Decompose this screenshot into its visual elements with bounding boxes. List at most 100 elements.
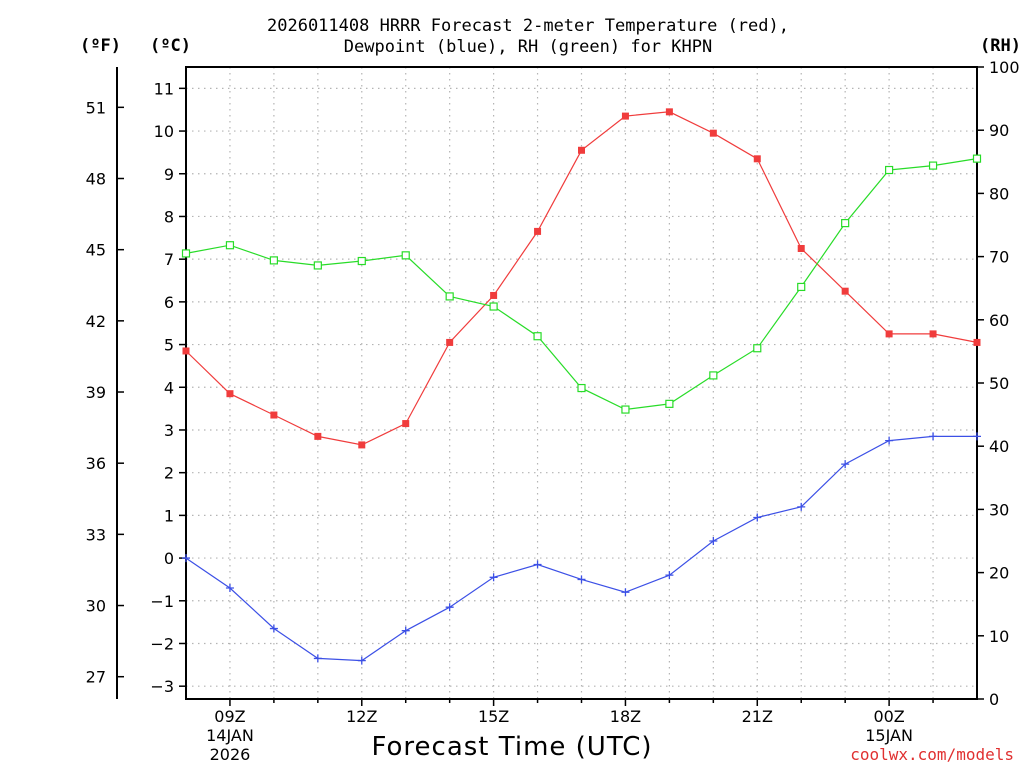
celsius-tick-label: 5 — [164, 336, 174, 355]
rh-point — [313, 261, 322, 270]
rh-point — [709, 371, 718, 380]
dewpoint-point — [489, 573, 498, 582]
temperature-point — [841, 287, 849, 295]
rh-point — [972, 154, 982, 163]
rh-point — [181, 249, 191, 258]
fahrenheit-tick-label: 45 — [86, 241, 106, 260]
celsius-unit-label: (ºC) — [150, 36, 191, 56]
fahrenheit-tick-label: 27 — [86, 668, 106, 687]
dewpoint-point — [841, 460, 850, 469]
dewpoint-point — [182, 554, 190, 563]
credit-link[interactable]: coolwx.com/models — [850, 745, 1014, 764]
time-tick-date: 14JAN — [206, 726, 254, 745]
dewpoint-point — [885, 436, 894, 445]
temperature-point — [621, 112, 629, 120]
rh-tick-label: 80 — [989, 184, 1009, 203]
time-tick-label: 15Z — [478, 707, 509, 726]
time-tick-label: 21Z — [742, 707, 773, 726]
dewpoint-series — [182, 432, 981, 665]
rh-tick-label: 20 — [989, 564, 1009, 583]
rh-unit-label: (RH) — [980, 36, 1021, 56]
dewpoint-point — [929, 432, 938, 441]
temperature-point — [578, 146, 585, 154]
temperature-point — [226, 390, 234, 398]
temperature-point — [973, 338, 981, 346]
rh-point — [841, 219, 850, 228]
celsius-tick-label: −1 — [150, 592, 174, 611]
dewpoint-point — [313, 654, 322, 663]
celsius-tick-label: 9 — [164, 165, 174, 184]
temperature-point — [665, 108, 673, 116]
fahrenheit-axis: 27 30 33 36 39 42 45 48 51 — [86, 98, 124, 687]
celsius-axis: −3 −2 −1 0 1 2 3 4 5 6 7 8 9 10 11 — [150, 79, 186, 696]
time-tick-label: 12Z — [346, 707, 377, 726]
temperature-point — [929, 330, 937, 338]
fahrenheit-tick-label: 42 — [86, 312, 106, 331]
dewpoint-point — [621, 588, 630, 597]
chart-title-line-1: 2026011408 HRRR Forecast 2-meter Tempera… — [267, 16, 789, 36]
rh-tick-label: 100 — [989, 58, 1020, 77]
celsius-tick-label: 0 — [164, 549, 174, 568]
rh-point — [445, 292, 454, 301]
chart-title-line-2: Dewpoint (blue), RH (green) for KHPN — [343, 37, 713, 57]
celsius-tick-label: 10 — [154, 122, 174, 141]
rh-tick-label: 10 — [989, 627, 1009, 646]
celsius-tick-label: 6 — [164, 293, 174, 312]
dewpoint-point — [577, 575, 586, 584]
dewpoint-point — [445, 603, 454, 612]
dewpoint-point — [797, 502, 806, 511]
dewpoint-point — [709, 537, 718, 545]
rh-point — [269, 256, 278, 265]
temperature-point — [182, 347, 190, 355]
fahrenheit-unit-label: (ºF) — [80, 36, 121, 56]
rh-point — [885, 165, 894, 175]
rh-tick-label: 90 — [989, 121, 1009, 140]
temperature-point — [490, 291, 498, 299]
rh-point — [753, 344, 762, 353]
rh-point — [621, 405, 630, 414]
celsius-tick-label: 1 — [164, 506, 174, 525]
celsius-tick-label: −2 — [150, 634, 174, 653]
fahrenheit-tick-label: 39 — [86, 383, 106, 402]
celsius-tick-label: 8 — [164, 207, 174, 226]
rh-point — [928, 161, 938, 170]
time-tick-label: 00Z — [873, 707, 904, 726]
rh-point — [665, 399, 674, 408]
fahrenheit-tick-label: 33 — [86, 525, 106, 544]
x-axis-label: Forecast Time (UTC) — [371, 732, 653, 762]
dewpoint-point — [665, 571, 674, 580]
rh-tick-label: 40 — [989, 437, 1009, 456]
celsius-tick-label: 7 — [164, 250, 174, 269]
rh-point — [577, 383, 586, 393]
plot-frame — [185, 66, 978, 700]
series-layer — [181, 108, 982, 665]
dewpoint-point — [533, 560, 542, 569]
grid-lines — [186, 67, 977, 699]
rh-point — [797, 282, 806, 292]
rh-tick-label: 0 — [989, 690, 999, 709]
temperature-point — [753, 155, 761, 163]
rh-point — [401, 251, 410, 260]
temperature-point — [270, 411, 278, 419]
temperature-point — [797, 244, 805, 252]
rh-series — [181, 154, 982, 414]
dewpoint-point — [269, 624, 278, 633]
temperature-series — [182, 108, 981, 449]
dewpoint-point — [401, 626, 410, 635]
rh-point — [357, 256, 366, 266]
rh-tick-label: 70 — [989, 248, 1009, 267]
temperature-point — [402, 420, 410, 428]
time-tick-year: 2026 — [210, 745, 251, 764]
celsius-tick-label: 11 — [154, 79, 174, 98]
fahrenheit-tick-label: 51 — [86, 98, 106, 117]
temperature-point — [534, 227, 542, 235]
rh-point — [225, 241, 235, 250]
temperature-point — [885, 330, 893, 338]
fahrenheit-tick-label: 48 — [86, 170, 106, 189]
temperature-point — [446, 338, 454, 346]
rh-point — [489, 302, 498, 311]
temperature-point — [314, 432, 322, 440]
celsius-tick-label: −3 — [150, 677, 174, 696]
